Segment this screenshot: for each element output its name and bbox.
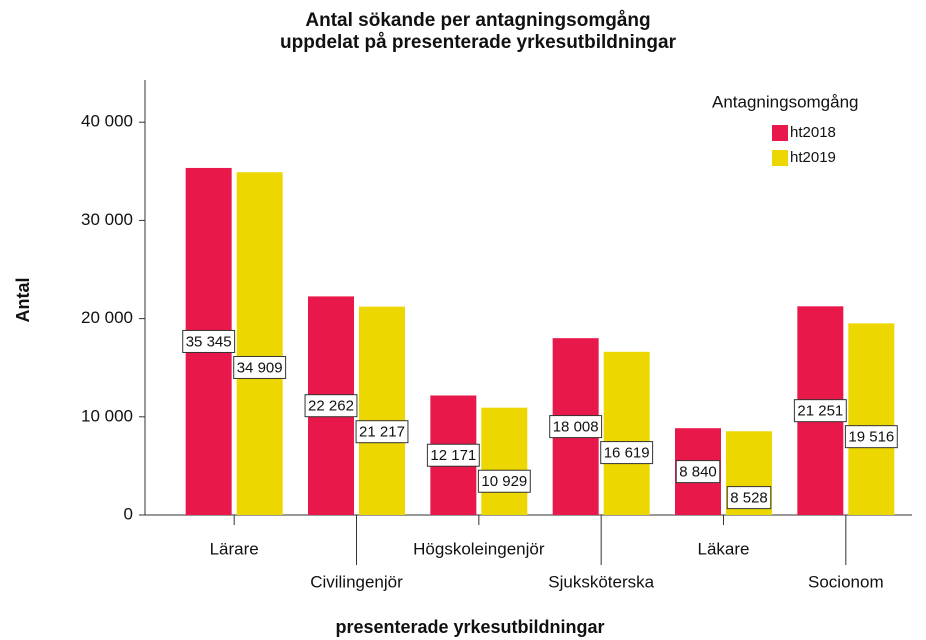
legend-swatch xyxy=(772,150,788,166)
value-label-text: 34 909 xyxy=(237,359,283,376)
bar xyxy=(481,407,528,515)
value-label-box xyxy=(549,415,603,439)
value-label-box xyxy=(233,355,287,379)
value-label-box xyxy=(304,394,358,418)
y-tick-label: 10 000 xyxy=(81,406,133,425)
y-axis-title: Antal xyxy=(13,278,33,323)
value-label: 22 262 xyxy=(304,394,358,418)
value-label-box xyxy=(477,469,531,493)
value-label-box xyxy=(355,420,409,444)
value-label: 35 345 xyxy=(182,329,236,353)
value-label: 12 171 xyxy=(426,443,480,467)
legend-label: ht2018 xyxy=(790,124,836,141)
value-label-box xyxy=(793,399,847,423)
value-label-text: 12 171 xyxy=(430,447,476,464)
y-tick-label: 30 000 xyxy=(81,210,133,229)
value-label-text: 10 929 xyxy=(481,473,527,490)
y-tick-label: 40 000 xyxy=(81,112,133,131)
x-tick-label: Sjuksköterska xyxy=(548,572,654,591)
value-label: 18 008 xyxy=(549,415,603,439)
value-label: 10 929 xyxy=(477,469,531,493)
value-label-text: 21 217 xyxy=(359,424,405,441)
value-label-box xyxy=(182,329,236,353)
y-tick-label: 20 000 xyxy=(81,308,133,327)
legend-label: ht2019 xyxy=(790,149,836,166)
value-label-text: 18 008 xyxy=(553,419,599,436)
x-tick-label: Socionom xyxy=(808,572,884,591)
value-label-box xyxy=(675,460,721,484)
bar xyxy=(236,172,283,515)
value-label: 21 251 xyxy=(793,399,847,423)
value-label-box xyxy=(726,486,772,510)
value-label: 21 217 xyxy=(355,420,409,444)
value-label-text: 21 251 xyxy=(797,403,843,420)
value-label-text: 16 619 xyxy=(604,445,650,462)
chart-title: Antal sökande per antagningsomgång xyxy=(305,10,650,31)
x-tick-label: Läkare xyxy=(698,539,750,558)
bar xyxy=(359,306,405,515)
legend-title: Antagningsomgång xyxy=(712,92,859,111)
value-label-text: 8 528 xyxy=(730,490,768,507)
x-tick-label: Högskoleingenjör xyxy=(413,539,545,558)
bar xyxy=(603,351,650,515)
chart-title: uppdelat på presenterade yrkesutbildning… xyxy=(280,32,677,53)
x-axis-title: presenterade yrkesutbildningar xyxy=(335,617,604,637)
value-label-text: 22 262 xyxy=(308,398,354,415)
legend-swatch xyxy=(772,125,788,141)
value-label: 8 840 xyxy=(675,460,721,484)
x-tick-label: Lärare xyxy=(210,539,259,558)
y-tick-label: 0 xyxy=(124,504,133,523)
value-label-text: 19 516 xyxy=(848,429,894,446)
legend-bg xyxy=(708,86,908,176)
value-label-box xyxy=(844,425,898,449)
bar xyxy=(848,323,895,515)
value-label-box xyxy=(600,441,654,465)
value-label: 16 619 xyxy=(600,441,654,465)
x-tick-label: Civilingenjör xyxy=(310,572,403,591)
value-label: 19 516 xyxy=(844,425,898,449)
value-label-text: 8 840 xyxy=(679,464,717,481)
value-label-text: 35 345 xyxy=(186,333,232,350)
value-label-box xyxy=(426,443,480,467)
value-label: 8 528 xyxy=(726,486,772,510)
value-label: 34 909 xyxy=(233,355,287,379)
